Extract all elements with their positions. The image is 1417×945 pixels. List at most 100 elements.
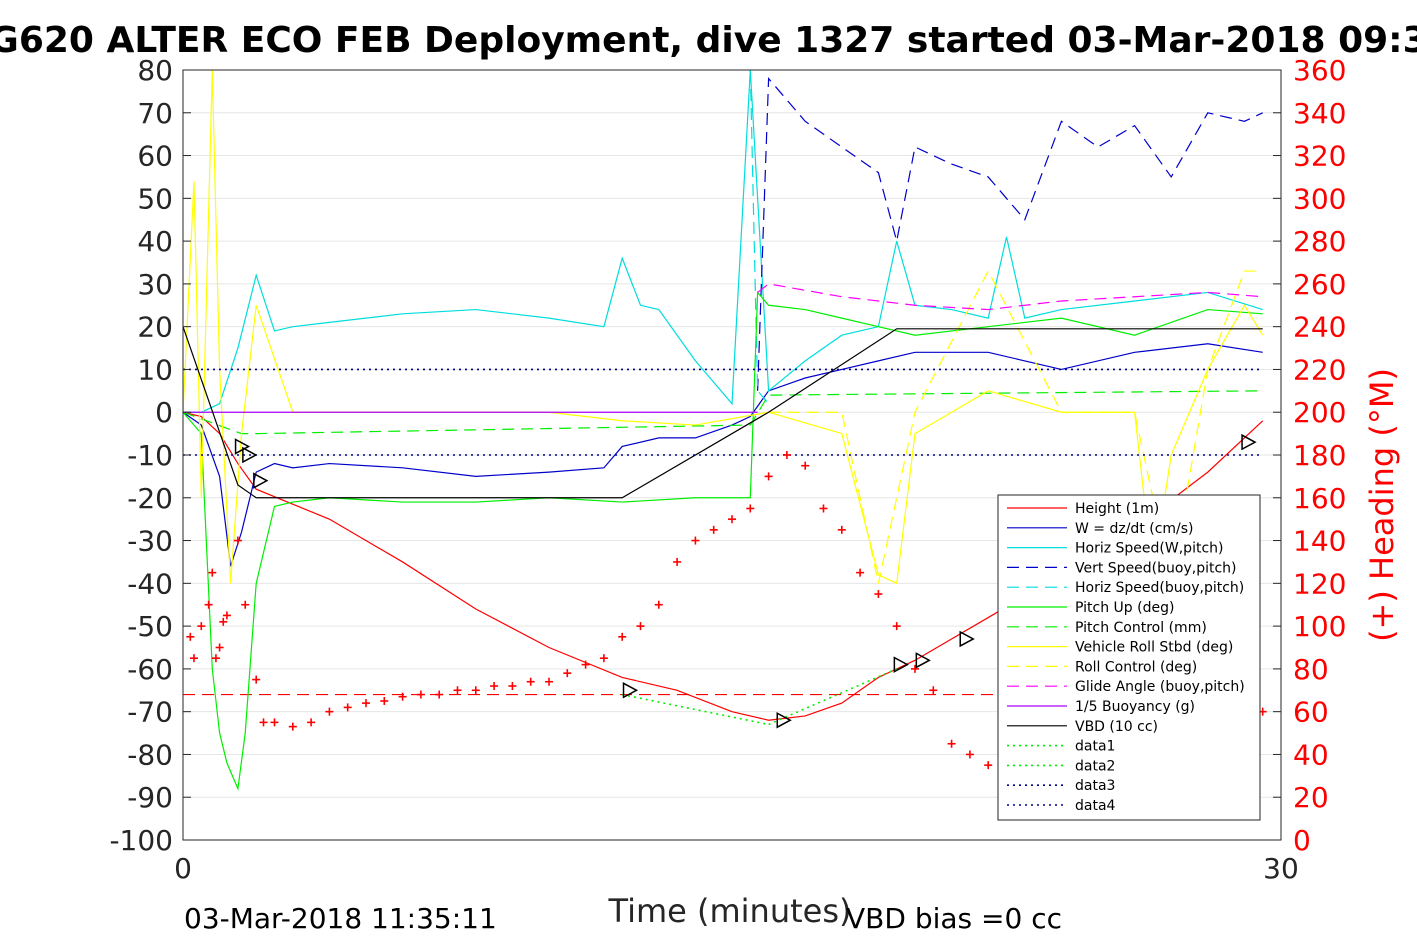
- legend-entry: Vehicle Roll Stbd (deg): [1075, 640, 1233, 656]
- legend-entry: data1: [1075, 739, 1115, 755]
- left-tick-label: -50: [127, 610, 173, 643]
- series-line-7: [183, 70, 1264, 585]
- heading-point: [892, 622, 901, 631]
- heading-point: [874, 590, 883, 599]
- heading-point: [307, 718, 316, 727]
- heading-point: [673, 557, 682, 566]
- left-tick-label: -30: [127, 525, 173, 558]
- legend-entry: 1/5 Buoyancy (g): [1075, 699, 1195, 715]
- heading-point: [709, 525, 718, 534]
- heading-point: [782, 451, 791, 459]
- heading-point: [222, 611, 231, 620]
- right-tick-label: 160: [1293, 482, 1346, 515]
- chart-title: SG620 ALTER ECO FEB Deployment, dive 132…: [0, 20, 1417, 61]
- left-tick-label: -100: [109, 824, 173, 857]
- right-axis-label: (+) Heading (°M): [1363, 368, 1401, 642]
- heading-point: [325, 707, 334, 716]
- heading-point: [189, 654, 198, 663]
- heading-point: [947, 739, 956, 748]
- legend-entry: Vert Speed(buoy,pitch): [1075, 560, 1237, 576]
- heading-point: [453, 686, 462, 695]
- triangle-point: [622, 682, 639, 699]
- right-tick-label: 300: [1293, 182, 1346, 215]
- heading-point: [288, 722, 297, 731]
- heading-point: [259, 718, 268, 727]
- heading-point: [856, 568, 865, 577]
- left-tick-label: 40: [137, 225, 173, 258]
- legend-entry: data4: [1075, 798, 1116, 814]
- heading-point: [490, 682, 499, 690]
- heading-point: [545, 677, 553, 686]
- heading-point: [471, 686, 480, 695]
- legend-entry: Horiz Speed(W,pitch): [1075, 541, 1223, 557]
- heading-point: [233, 536, 242, 545]
- triangle-point: [1241, 433, 1257, 451]
- series-line-4: [749, 70, 770, 405]
- heading-point: [746, 504, 755, 513]
- triangle-point: [242, 446, 258, 464]
- left-tick-label: 70: [137, 97, 173, 130]
- heading-point: [965, 750, 974, 759]
- left-tick-label: 80: [137, 54, 173, 87]
- series-line-9: [757, 283, 1263, 311]
- x-axis-label: Time (minutes): [608, 892, 852, 930]
- left-tick-label: 0: [155, 396, 173, 429]
- heading-point: [581, 660, 590, 669]
- right-tick-label: 240: [1293, 311, 1346, 344]
- legend-entry: Roll Control (deg): [1075, 659, 1197, 675]
- heading-point: [911, 664, 919, 673]
- heading-point: [654, 600, 663, 609]
- legend-entry: Pitch Up (deg): [1075, 600, 1174, 616]
- left-tick-label: 50: [137, 182, 173, 215]
- series-line-8: [768, 269, 1263, 584]
- series-line-6: [183, 390, 1263, 435]
- heading-point: [599, 654, 608, 663]
- series-line-2: [183, 70, 1263, 413]
- heading-point: [197, 622, 206, 631]
- right-tick-label: 360: [1293, 54, 1346, 87]
- triangle-point: [253, 472, 269, 489]
- heading-point: [764, 472, 773, 481]
- heading-point: [204, 600, 213, 609]
- right-tick-label: 0: [1293, 824, 1311, 857]
- heading-point: [252, 675, 261, 684]
- heading-point: [416, 690, 425, 699]
- heading-point: [563, 669, 572, 678]
- heading-point: [691, 536, 700, 545]
- left-tick-label: 20: [137, 311, 173, 344]
- heading-point: [219, 617, 228, 626]
- heading-point: [208, 568, 217, 577]
- right-tick-label: 40: [1293, 738, 1329, 771]
- right-tick-label: 20: [1293, 781, 1329, 814]
- heading-point: [343, 703, 352, 712]
- right-tick-label: 60: [1293, 696, 1329, 729]
- heading-point: [186, 632, 195, 641]
- left-tick-label: -80: [127, 738, 173, 771]
- heading-point: [819, 504, 828, 513]
- heading-point: [984, 761, 993, 770]
- right-tick-label: 280: [1293, 225, 1346, 258]
- series-line-1: [183, 343, 1263, 567]
- right-tick-label: 320: [1293, 140, 1346, 173]
- right-tick-label: 140: [1293, 525, 1346, 558]
- left-tick-label: 60: [137, 140, 173, 173]
- heading-point: [801, 461, 810, 470]
- right-tick-label: 120: [1293, 567, 1346, 600]
- right-tick-label: 260: [1293, 268, 1346, 301]
- series-line-3: [757, 76, 1263, 391]
- series-line-11: [183, 326, 1263, 499]
- x-tick-label: 30: [1263, 852, 1299, 885]
- legend-entry: data2: [1075, 758, 1115, 774]
- right-tick-label: 200: [1293, 396, 1346, 429]
- left-tick-label: -40: [127, 567, 173, 600]
- left-tick-label: -10: [127, 439, 173, 472]
- heading-point: [508, 682, 517, 690]
- right-tick-label: 340: [1293, 97, 1346, 130]
- series-line-12: [622, 693, 769, 726]
- left-tick-label: 10: [137, 353, 173, 386]
- heading-point: [398, 692, 407, 701]
- legend-entry: VBD (10 cc): [1075, 719, 1158, 735]
- triangle-point: [234, 438, 251, 455]
- footer-vbd-bias: VBD bias =0 cc: [846, 902, 1062, 935]
